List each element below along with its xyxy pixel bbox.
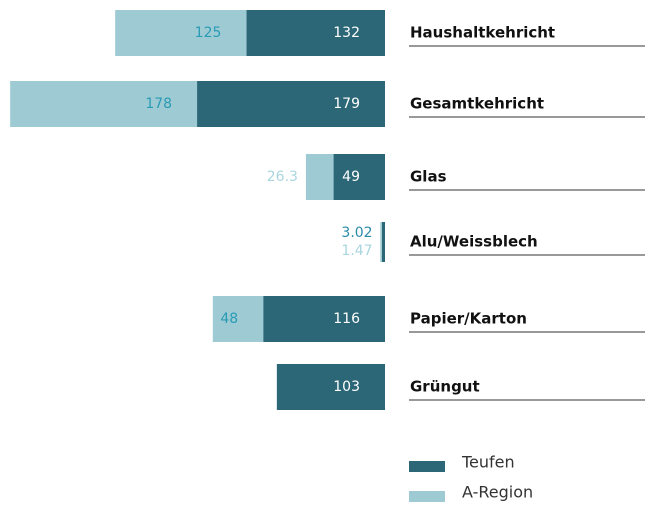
value-label: 49 — [342, 169, 360, 185]
value-label: 132 — [333, 25, 360, 41]
bar-segment — [381, 222, 385, 262]
value-label: 125 — [195, 25, 222, 41]
value-label: 1.47 — [341, 243, 372, 259]
value-label: 48 — [220, 311, 238, 327]
value-label: 26.3 — [267, 169, 298, 185]
legend-label: A-Region — [462, 483, 533, 502]
bar-segment — [380, 222, 382, 262]
bar-segment — [212, 296, 264, 342]
legend-swatch — [409, 491, 445, 502]
category-label: Papier/Karton — [410, 310, 527, 328]
category-label: Alu/Weissblech — [410, 233, 538, 251]
category-label: Haushaltkehricht — [410, 24, 555, 42]
bar-segment — [197, 81, 385, 127]
legend-swatch — [409, 461, 445, 472]
value-label: 3.02 — [341, 225, 372, 241]
bar-segment — [246, 10, 385, 56]
category-label: Gesamtkehricht — [410, 95, 544, 113]
bar-segment — [263, 296, 385, 342]
value-label: 103 — [333, 379, 360, 395]
bar-segment — [115, 10, 247, 56]
bar-segment — [333, 154, 385, 200]
legend-label: Teufen — [461, 453, 515, 472]
bar-segment — [276, 364, 385, 410]
value-label: 116 — [333, 311, 360, 327]
bar-segment — [305, 154, 334, 200]
value-label: 179 — [333, 96, 360, 112]
category-label: Glas — [410, 168, 447, 186]
value-label: 178 — [145, 96, 172, 112]
category-label: Grüngut — [410, 378, 480, 396]
bar-segment — [10, 81, 198, 127]
